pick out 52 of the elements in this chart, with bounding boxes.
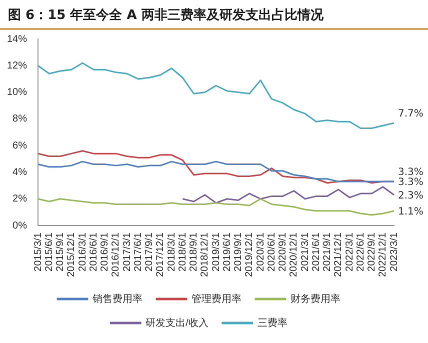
x-tick-label: 2016/6/1 bbox=[88, 232, 100, 272]
x-tick-label: 2022/3/1 bbox=[344, 232, 356, 272]
x-tick-label: 2022/9/1 bbox=[366, 232, 378, 272]
data-label: 1.1% bbox=[398, 206, 424, 218]
x-tick-label: 2017/3/1 bbox=[122, 232, 133, 272]
x-tick-label: 2020/9/1 bbox=[278, 232, 289, 272]
data-label: 3.3% bbox=[398, 177, 424, 188]
y-tick-label: 8% bbox=[12, 114, 28, 125]
x-tick-label: 2023/3/1 bbox=[388, 232, 400, 272]
x-tick-label: 2015/3/1 bbox=[32, 232, 44, 272]
data-label: 2.3% bbox=[398, 190, 424, 202]
data-label: 7.7% bbox=[398, 108, 424, 120]
x-tick-label: 2021/6/1 bbox=[310, 232, 322, 272]
x-tick-label: 2022/12/1 bbox=[378, 232, 389, 278]
y-tick-label: 6% bbox=[12, 140, 28, 152]
x-tick-label: 2021/9/1 bbox=[322, 232, 334, 272]
x-tick-label: 2022/6/1 bbox=[355, 232, 366, 272]
legend-label: 三费率 bbox=[257, 316, 288, 329]
x-tick-label: 2018/3/1 bbox=[166, 232, 178, 272]
x-tick-label: 2016/3/1 bbox=[77, 232, 88, 272]
legend-label: 销售费用率 bbox=[92, 292, 142, 305]
x-tick-label: 2021/3/1 bbox=[300, 232, 311, 272]
data-label: 3.3% bbox=[398, 167, 424, 178]
x-tick-label: 2021/12/1 bbox=[333, 232, 344, 278]
x-tick-label: 2016/12/1 bbox=[110, 232, 122, 278]
y-tick-label: 2% bbox=[12, 194, 28, 205]
x-tick-label: 2018/12/1 bbox=[200, 232, 211, 278]
x-tick-label: 2015/6/1 bbox=[44, 232, 55, 272]
x-tick-label: 2017/9/1 bbox=[144, 232, 156, 272]
x-tick-label: 2018/6/1 bbox=[177, 232, 188, 272]
x-tick-label: 2015/9/1 bbox=[55, 232, 66, 272]
x-tick-label: 2015/12/1 bbox=[66, 232, 78, 278]
x-tick-label: 2020/6/1 bbox=[266, 232, 278, 272]
x-tick-label: 2019/6/1 bbox=[222, 232, 233, 272]
x-tick-label: 2017/12/1 bbox=[155, 232, 166, 278]
y-tick-label: 0% bbox=[12, 220, 28, 232]
chart-title: 图 6：15 年至今全 A 两非三费率及研发支出占比情况 bbox=[0, 0, 428, 30]
x-tick-label: 2019/3/1 bbox=[210, 232, 222, 272]
legend-label: 财务费用率 bbox=[290, 292, 340, 305]
legend-label: 管理费用率 bbox=[192, 292, 242, 305]
y-tick-label: 4% bbox=[12, 166, 28, 178]
x-tick-label: 2019/12/1 bbox=[244, 232, 256, 278]
x-tick-label: 2018/9/1 bbox=[188, 232, 200, 272]
y-tick-label: 14% bbox=[7, 34, 28, 45]
x-tick-label: 2019/9/1 bbox=[233, 232, 244, 272]
y-tick-label: 12% bbox=[7, 60, 28, 72]
y-tick-label: 10% bbox=[7, 87, 28, 98]
x-tick-label: 2017/6/1 bbox=[132, 232, 144, 272]
x-tick-label: 2020/12/1 bbox=[288, 232, 300, 278]
legend-label: 研发支出/收入 bbox=[146, 316, 208, 329]
x-tick-label: 2020/3/1 bbox=[255, 232, 266, 272]
x-tick-label: 2016/9/1 bbox=[100, 232, 111, 272]
